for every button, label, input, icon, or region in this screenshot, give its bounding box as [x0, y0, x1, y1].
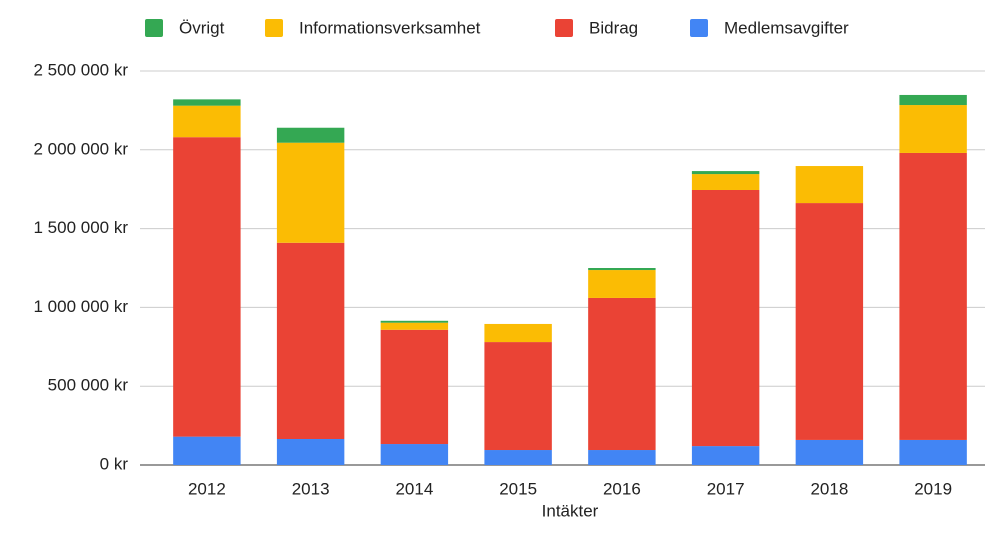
- bar-segment: [691, 174, 760, 190]
- x-tick-label: 2017: [707, 479, 745, 498]
- bar-segment: [795, 439, 864, 465]
- bar-segment: [276, 142, 345, 243]
- bar-segment: [173, 137, 241, 437]
- x-tick-label: 2016: [603, 479, 641, 498]
- bar-segment: [691, 446, 760, 465]
- legend-swatch: [555, 19, 573, 37]
- bar-segment: [380, 322, 449, 330]
- bar-segment: [588, 270, 656, 298]
- bar-segment: [173, 105, 241, 138]
- x-tick-label: 2014: [395, 479, 433, 498]
- x-tick-label: 2013: [292, 479, 330, 498]
- bar-segment: [691, 189, 760, 447]
- bar-segment: [173, 99, 241, 106]
- bar-segment: [899, 105, 967, 153]
- legend-label: Bidrag: [589, 18, 638, 37]
- bar-segment: [173, 436, 241, 465]
- bar-segment: [484, 342, 552, 451]
- legend-swatch: [145, 19, 163, 37]
- bar-segment: [484, 450, 552, 465]
- x-axis-title: Intäkter: [542, 501, 599, 520]
- y-tick-label: 1 000 000 kr: [33, 297, 128, 316]
- bar-segment: [380, 329, 449, 445]
- bar-segment: [795, 203, 864, 440]
- bar-segment: [795, 166, 864, 204]
- bar-segment: [276, 127, 345, 143]
- legend-label: Medlemsavgifter: [724, 18, 849, 37]
- bar-segment: [899, 439, 967, 465]
- bar-segment: [899, 94, 967, 106]
- x-tick-label: 2015: [499, 479, 537, 498]
- y-tick-label: 0 kr: [100, 454, 129, 473]
- legend-label: Informationsverksamhet: [299, 18, 481, 37]
- y-tick-label: 2 500 000 kr: [33, 60, 128, 79]
- bar-segment: [380, 444, 449, 465]
- legend-swatch: [265, 19, 283, 37]
- x-tick-label: 2012: [188, 479, 226, 498]
- bar-segment: [276, 242, 345, 439]
- bar-segment: [276, 438, 345, 465]
- legend-swatch: [690, 19, 708, 37]
- legend-label: Övrigt: [179, 18, 225, 37]
- bar-segment: [691, 171, 760, 175]
- x-tick-label: 2019: [914, 479, 952, 498]
- bar-segment: [899, 152, 967, 440]
- bar-segment: [484, 323, 552, 343]
- y-tick-label: 2 000 000 kr: [33, 139, 128, 158]
- bar-segment: [588, 268, 656, 271]
- y-tick-label: 1 500 000 kr: [33, 218, 128, 237]
- y-tick-label: 500 000 kr: [48, 376, 129, 395]
- bar-segment: [588, 450, 656, 465]
- bar-segment: [588, 297, 656, 451]
- bar-segment: [380, 320, 449, 323]
- x-tick-label: 2018: [810, 479, 848, 498]
